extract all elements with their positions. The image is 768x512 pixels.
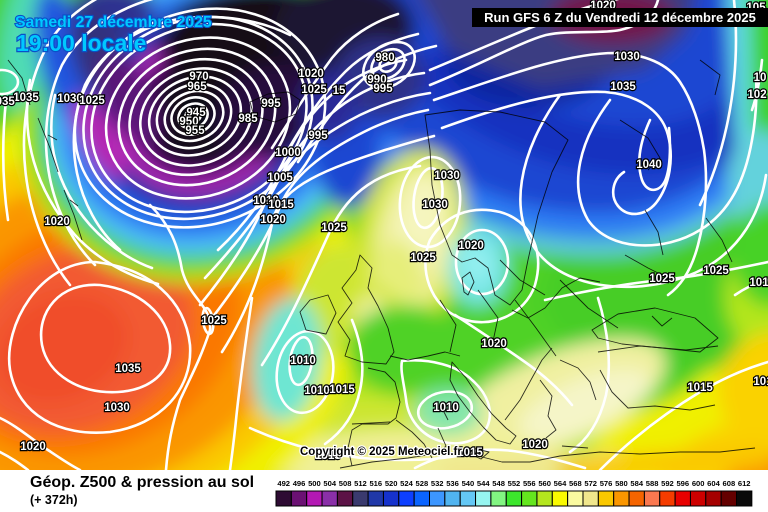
svg-text:1035: 1035: [610, 81, 636, 93]
svg-text:10: 10: [754, 72, 767, 84]
svg-text:1025: 1025: [201, 315, 227, 327]
svg-text:524: 524: [400, 479, 413, 488]
svg-text:1025: 1025: [301, 84, 327, 96]
svg-text:1030: 1030: [57, 93, 83, 105]
svg-text:512: 512: [354, 479, 367, 488]
svg-text:496: 496: [293, 479, 306, 488]
svg-text:1020: 1020: [458, 240, 484, 252]
svg-text:588: 588: [646, 479, 659, 488]
svg-text:1030: 1030: [614, 51, 640, 63]
svg-text:612: 612: [738, 479, 751, 488]
svg-text:1010: 1010: [290, 355, 316, 367]
svg-text:1025: 1025: [321, 222, 347, 234]
svg-text:995: 995: [373, 83, 393, 95]
svg-text:1030: 1030: [422, 199, 448, 211]
svg-text:1005: 1005: [267, 172, 293, 184]
svg-text:15: 15: [333, 85, 346, 97]
svg-text:548: 548: [492, 479, 505, 488]
svg-text:1010: 1010: [304, 385, 330, 397]
svg-text:600: 600: [692, 479, 705, 488]
svg-text:1020: 1020: [522, 439, 548, 451]
svg-text:1020: 1020: [44, 216, 70, 228]
svg-text:1025: 1025: [703, 265, 729, 277]
svg-text:945: 945: [186, 107, 206, 119]
svg-text:544: 544: [477, 479, 490, 488]
svg-text:1000: 1000: [275, 147, 301, 159]
svg-text:19:00 locale: 19:00 locale: [16, 30, 146, 56]
svg-text:1010: 1010: [253, 195, 279, 207]
svg-text:576: 576: [600, 479, 613, 488]
svg-text:492: 492: [277, 479, 290, 488]
svg-text:508: 508: [339, 479, 352, 488]
svg-text:592: 592: [661, 479, 674, 488]
svg-text:1025: 1025: [649, 273, 675, 285]
svg-text:608: 608: [723, 479, 736, 488]
svg-text:528: 528: [416, 479, 429, 488]
svg-text:1020: 1020: [298, 68, 324, 80]
svg-text:Copyright © 2025 Meteociel.fr: Copyright © 2025 Meteociel.fr: [300, 446, 462, 458]
svg-text:101: 101: [753, 376, 768, 388]
svg-text:Samedi 27 décembre 2025: Samedi 27 décembre 2025: [15, 14, 212, 31]
svg-text:1010: 1010: [433, 402, 459, 414]
svg-text:556: 556: [523, 479, 536, 488]
svg-text:995: 995: [308, 130, 328, 142]
svg-text:584: 584: [630, 479, 643, 488]
svg-text:520: 520: [385, 479, 398, 488]
svg-text:102: 102: [747, 89, 766, 101]
svg-text:965: 965: [187, 81, 207, 93]
svg-text:1035: 1035: [13, 92, 39, 104]
svg-text:540: 540: [462, 479, 475, 488]
svg-text:564: 564: [554, 479, 567, 488]
svg-text:536: 536: [446, 479, 459, 488]
svg-text:1015: 1015: [329, 384, 355, 396]
svg-text:970: 970: [189, 71, 208, 83]
svg-text:980: 980: [375, 52, 394, 64]
svg-text:596: 596: [676, 479, 689, 488]
svg-text:950: 950: [179, 116, 198, 128]
svg-text:1025: 1025: [410, 252, 436, 264]
svg-text:560: 560: [538, 479, 551, 488]
svg-text:604: 604: [707, 479, 720, 488]
svg-text:955: 955: [185, 125, 205, 137]
svg-text:532: 532: [431, 479, 444, 488]
svg-text:1020: 1020: [20, 441, 46, 453]
svg-text:995: 995: [261, 98, 281, 110]
svg-text:1030: 1030: [104, 402, 130, 414]
svg-text:985: 985: [238, 113, 258, 125]
svg-text:1020: 1020: [260, 214, 286, 226]
svg-text:1030: 1030: [434, 170, 460, 182]
svg-text:1015: 1015: [457, 447, 483, 459]
svg-text:572: 572: [584, 479, 597, 488]
svg-text:1035: 1035: [115, 363, 141, 375]
svg-text:1035: 1035: [0, 96, 15, 108]
svg-text:1015: 1015: [315, 450, 341, 462]
svg-text:552: 552: [508, 479, 521, 488]
svg-text:580: 580: [615, 479, 628, 488]
svg-text:101: 101: [749, 277, 768, 289]
svg-text:516: 516: [369, 479, 382, 488]
svg-text:990: 990: [367, 74, 386, 86]
svg-text:1015: 1015: [687, 382, 713, 394]
svg-text:1025: 1025: [79, 95, 105, 107]
svg-text:504: 504: [323, 479, 336, 488]
svg-text:1040: 1040: [636, 159, 662, 171]
svg-text:500: 500: [308, 479, 321, 488]
svg-text:1020: 1020: [481, 338, 507, 350]
svg-text:1015: 1015: [268, 199, 294, 211]
svg-text:568: 568: [569, 479, 582, 488]
